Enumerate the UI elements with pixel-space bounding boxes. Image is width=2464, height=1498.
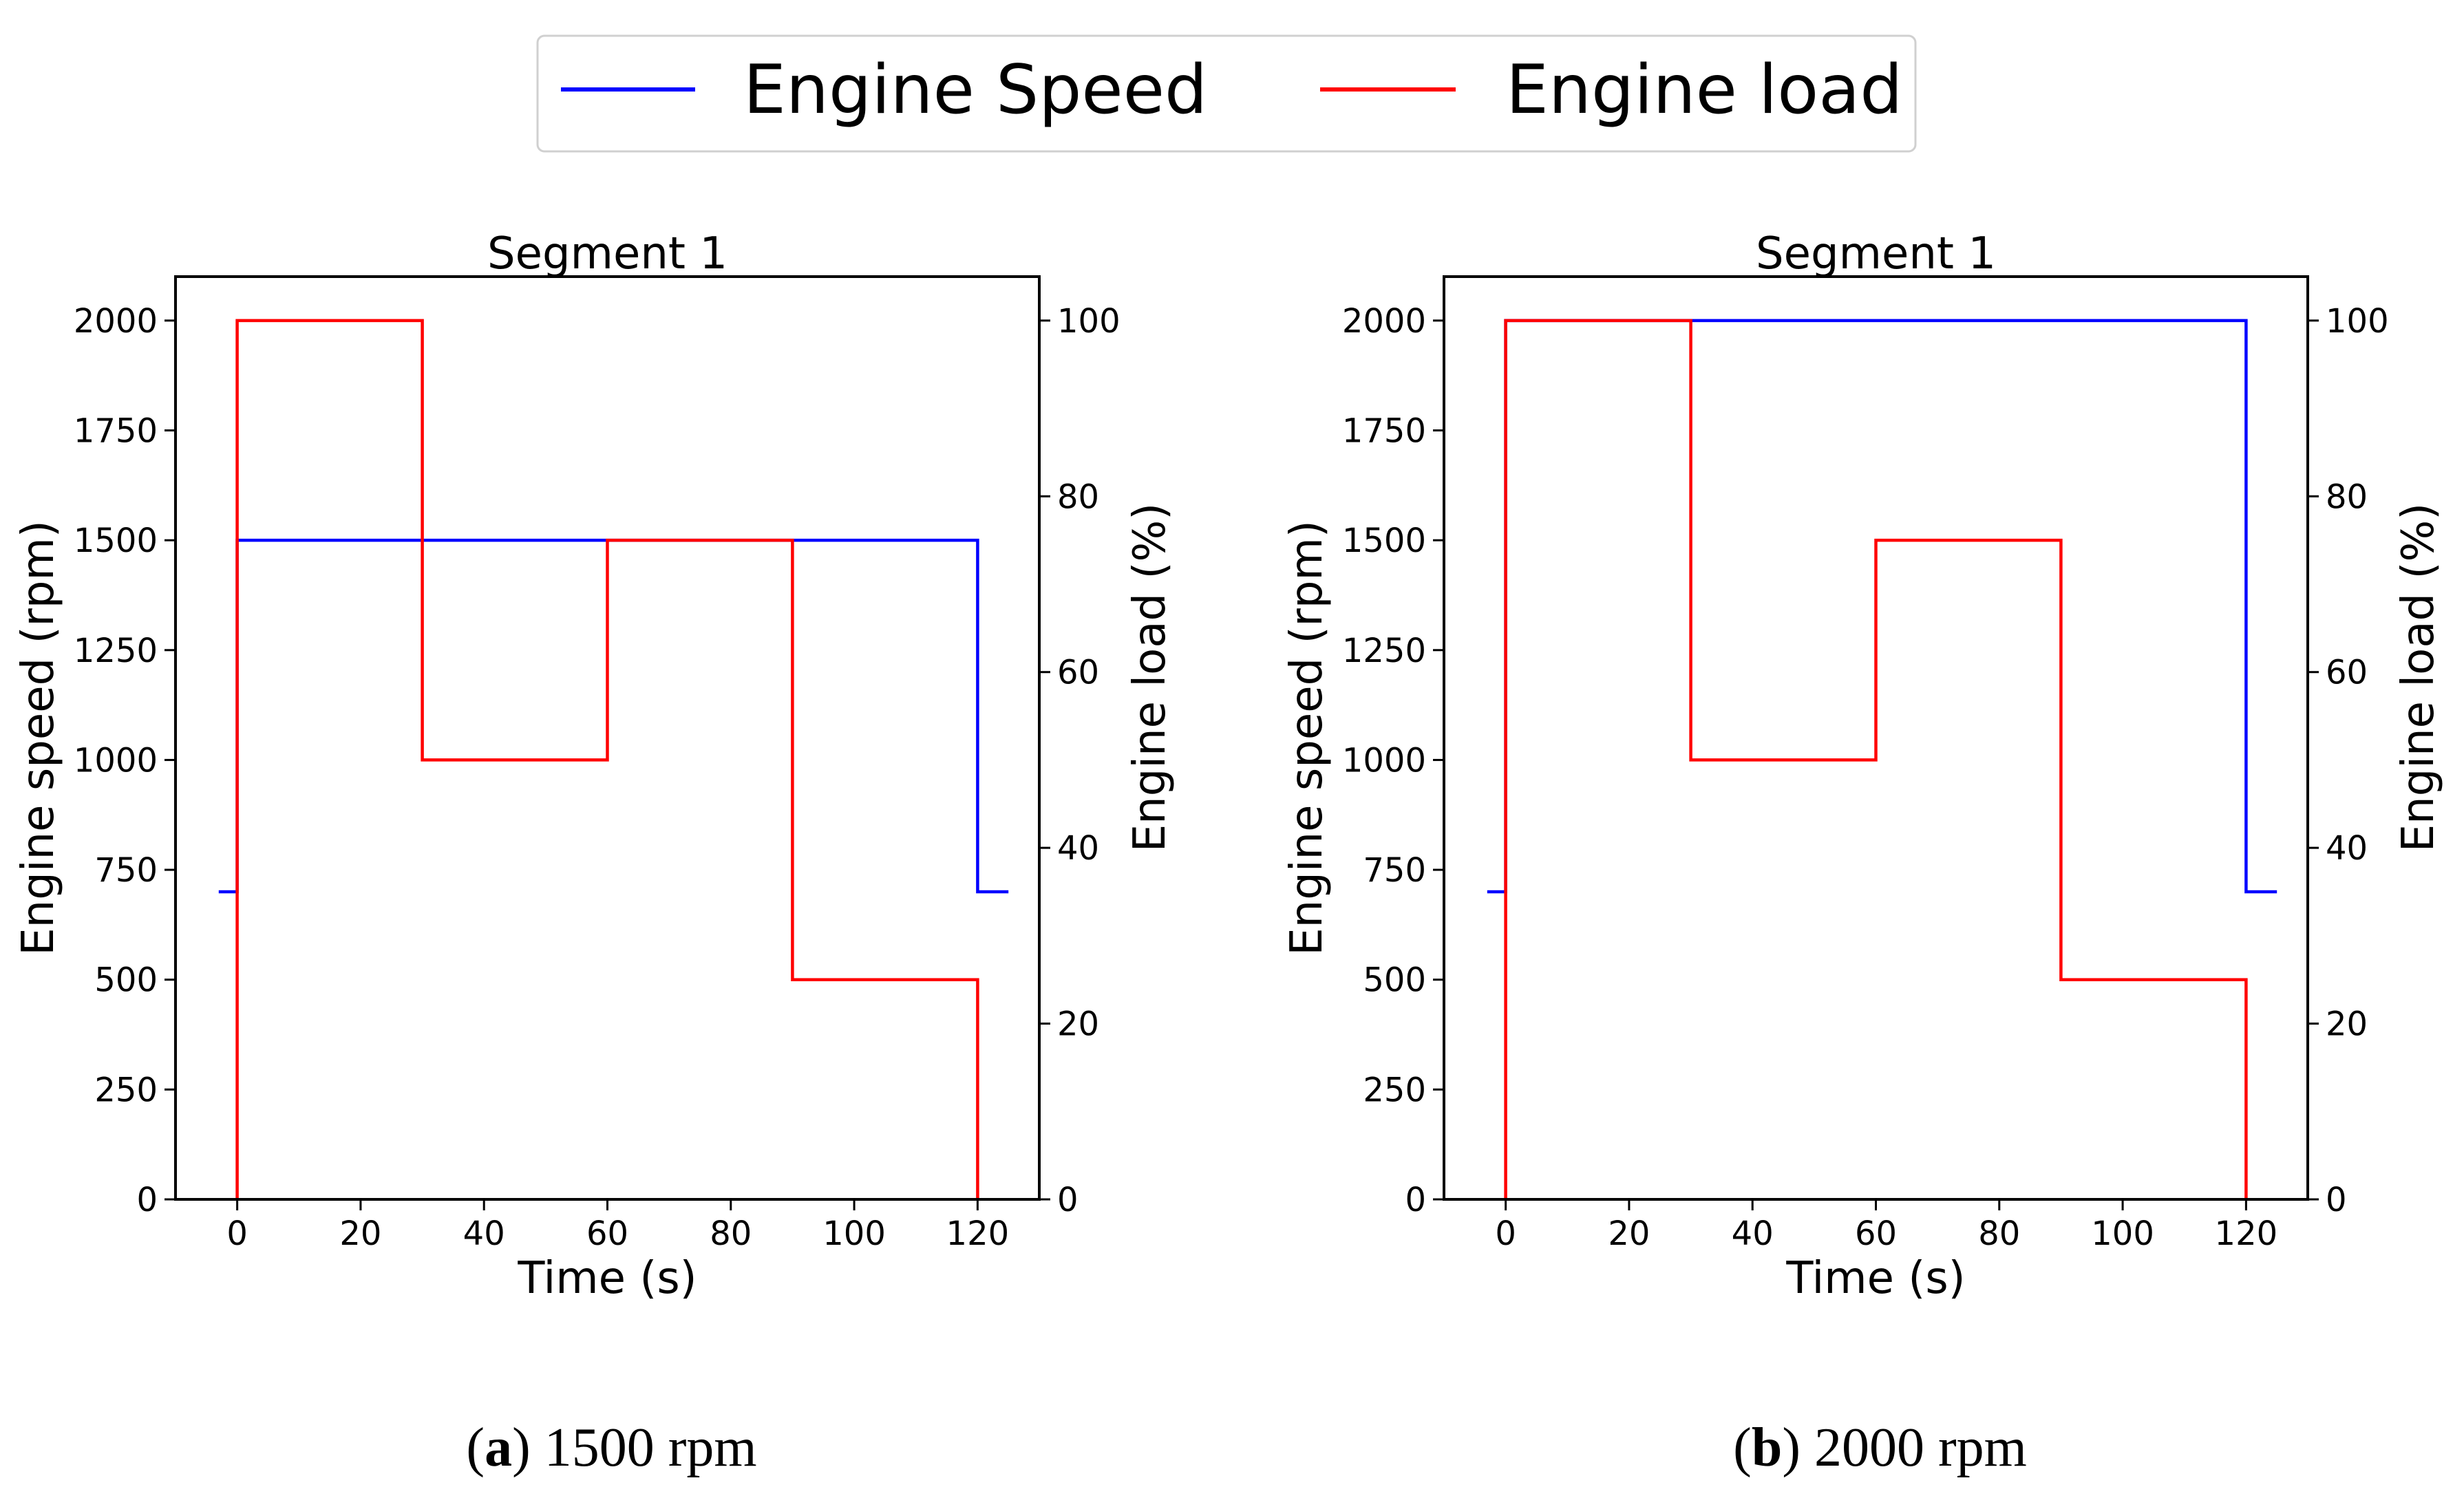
y-axis-title: Engine speed (rpm) (13, 520, 64, 956)
legend-frame (536, 34, 1917, 153)
y-tick-label: 1000 (1342, 741, 1426, 780)
x-tick-label: 20 (1608, 1215, 1650, 1253)
y-tick-label: 250 (94, 1071, 158, 1109)
y-tick-label: 2000 (1342, 302, 1426, 341)
y2-tick-label: 100 (1057, 302, 1121, 341)
y-tick-label: 1500 (74, 522, 158, 560)
y-tick-label: 1250 (1342, 632, 1426, 670)
y-tick-label: 1750 (74, 412, 158, 451)
series-line-engine-load (1504, 319, 2248, 1199)
series-line-engine-speed (1487, 319, 2277, 894)
y-tick-label: 750 (1363, 851, 1426, 890)
caption-text: 2000 rpm (1814, 1417, 2027, 1478)
x-tick-label: 80 (710, 1215, 752, 1253)
caption-text: 1500 rpm (544, 1417, 757, 1478)
panel-caption: (b) 2000 rpm (1733, 1417, 2027, 1478)
y-tick-label: 250 (1363, 1071, 1426, 1109)
y2-tick-label: 20 (1057, 1005, 1099, 1044)
y-tick-label: 0 (136, 1181, 158, 1219)
y2-tick-label: 20 (2326, 1005, 2368, 1044)
chart-panel-1: Segment 10 20 40 60 80 100 1200250500750100012… (13, 228, 1176, 1478)
x-tick-label: 20 (339, 1215, 381, 1253)
legend: Engine Speed Engine load (536, 34, 1917, 153)
y2-tick-label: 0 (2326, 1181, 2347, 1219)
y2-axis-title: Engine load (%) (2393, 503, 2444, 853)
y2-axis-title: Engine load (%) (1125, 503, 1176, 853)
y2-tick-label: 100 (2326, 302, 2389, 341)
y-tick-label: 1750 (1342, 412, 1426, 451)
x-tick-label: 40 (463, 1215, 505, 1253)
caption-close-paren: ) (512, 1417, 544, 1478)
y-tick-label: 1000 (74, 741, 158, 780)
x-tick-label: 100 (822, 1215, 886, 1253)
y2-tick-label: 80 (2326, 478, 2368, 516)
caption-close-paren: ) (1782, 1417, 1814, 1478)
legend-label-engine-load: Engine load (1506, 51, 1902, 129)
series-line-engine-speed (218, 538, 1009, 894)
x-tick-label: 100 (2091, 1215, 2154, 1253)
panel-caption: (a) 1500 rpm (466, 1417, 756, 1478)
y-tick-label: 1250 (74, 632, 158, 670)
legend-label-engine-speed: Engine Speed (743, 51, 1207, 129)
y-tick-label: 500 (94, 961, 158, 1000)
x-tick-label: 60 (586, 1215, 628, 1253)
x-tick-label: 0 (226, 1215, 248, 1253)
y2-tick-label: 60 (1057, 654, 1099, 692)
x-tick-label: 60 (1855, 1215, 1897, 1253)
y2-tick-label: 40 (1057, 829, 1099, 868)
caption-open-paren: ( (466, 1417, 485, 1478)
y-tick-label: 1500 (1342, 522, 1426, 560)
y2-tick-label: 80 (1057, 478, 1099, 516)
x-tick-label: 40 (1732, 1215, 1774, 1253)
chart-title: Segment 1 (1756, 228, 1996, 279)
y2-tick-label: 60 (2326, 654, 2368, 692)
y-tick-label: 0 (1405, 1181, 1426, 1219)
x-axis-title: Time (s) (517, 1253, 697, 1304)
x-tick-label: 80 (1978, 1215, 2020, 1253)
caption-label: a (485, 1417, 512, 1478)
chart-panel-2: Segment 10 20 40 60 80 100 1200250500750100012… (1282, 228, 2444, 1478)
y-tick-label: 500 (1363, 961, 1426, 1000)
y2-tick-label: 40 (2326, 829, 2368, 868)
x-tick-label: 120 (946, 1215, 1010, 1253)
x-tick-label: 0 (1495, 1215, 1516, 1253)
series-line-engine-load (235, 319, 979, 1199)
y2-tick-label: 0 (1057, 1181, 1079, 1219)
x-tick-label: 120 (2215, 1215, 2278, 1253)
y-tick-label: 750 (94, 851, 158, 890)
chart-title: Segment 1 (487, 228, 727, 279)
y-axis-title: Engine speed (rpm) (1282, 520, 1332, 956)
chart-panels: Segment 10 20 40 60 80 100 1200250500750100012… (13, 228, 2444, 1478)
caption-open-paren: ( (1733, 1417, 1752, 1478)
y-tick-label: 2000 (74, 302, 158, 341)
caption-label: b (1752, 1417, 1783, 1478)
x-axis-title: Time (s) (1785, 1253, 1965, 1304)
